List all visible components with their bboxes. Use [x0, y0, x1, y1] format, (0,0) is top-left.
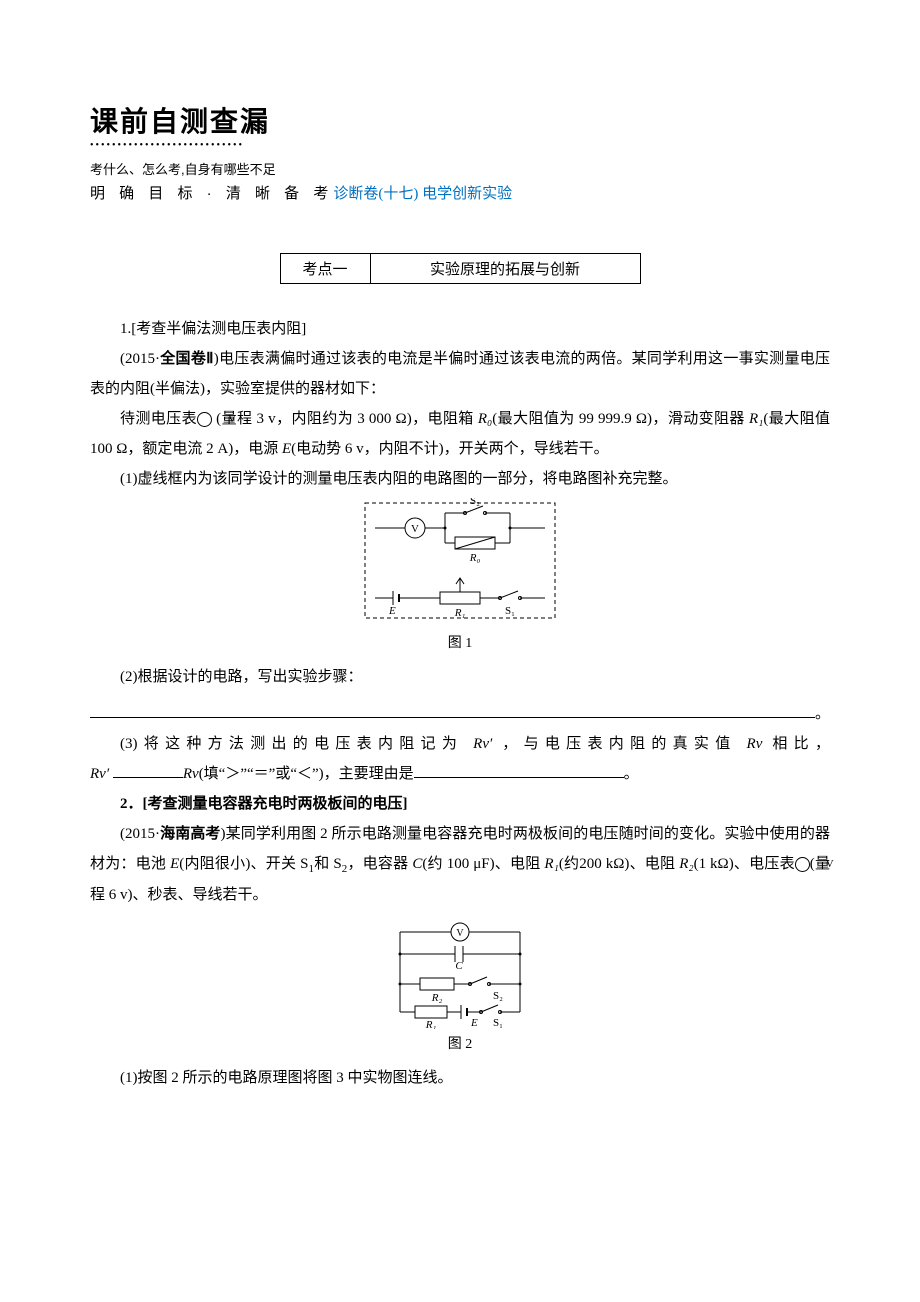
text: (2015· — [120, 826, 160, 842]
q1-para2: 待测电压表V (量程 3 v，内阻约为 3 000 Ω)，电阻箱 R₀(最大阻值… — [90, 404, 830, 464]
header-section: 课前自测查漏 •••••••••••••••••••••••••••• 考什么、… — [90, 100, 830, 203]
period: 。 — [624, 766, 639, 782]
label-S2: S₂ — [493, 990, 503, 1002]
label-V: V — [456, 928, 464, 939]
source-bold: 海南高考 — [160, 826, 221, 842]
q2-heading: 2．[考查测量电容器充电时两极板间的电压] — [90, 789, 830, 819]
circuit-1-svg: V S₂ R₀ — [355, 498, 565, 628]
text: 待测电压表 — [120, 411, 197, 427]
period: 。 — [815, 699, 830, 729]
text: (量程 3 v，内阻约为 3 000 Ω)，电阻箱 — [212, 411, 478, 427]
figure-1: V S₂ R₀ — [90, 498, 830, 658]
blank-compare[interactable] — [113, 763, 183, 778]
text: (电动势 6 v，内阻不计)，开关两个，导线若干。 — [291, 441, 609, 457]
q2-sub1: (1)按图 2 所示的电路原理图将图 3 中实物图连线。 — [90, 1063, 830, 1093]
sym-R0: R₀ — [478, 411, 492, 427]
text: (约200 kΩ)、电阻 — [559, 856, 679, 872]
q2-para1: (2015·海南高考)某同学利用图 2 所示电路测量电容器充电时两极板间的电压随… — [90, 819, 830, 910]
sym-Rvp2: Rv′ — [90, 766, 109, 782]
voltmeter-icon: V — [795, 857, 810, 872]
sym-Rv: Rv — [747, 736, 763, 752]
label-C: C — [455, 960, 463, 972]
text: 相比， — [762, 736, 830, 752]
label-R1: R₁ — [454, 607, 466, 619]
label-R2: R₂ — [431, 992, 443, 1004]
text: (1 kΩ)、电压表 — [694, 856, 795, 872]
text: ，电容器 — [347, 856, 412, 872]
question-1: 1.[考查半偏法测电压表内阻] (2015·全国卷Ⅱ)电压表满偏时通过该表的电流… — [90, 314, 830, 1093]
text: (最大阻值为 99 999.9 Ω)，滑动变阻器 — [492, 411, 749, 427]
label-S1: S₁ — [493, 1017, 503, 1029]
text: ，与电压表内阻的真实值 — [492, 736, 746, 752]
sym-E: E — [170, 856, 179, 872]
q1-sub1: (1)虚线框内为该同学设计的测量电压表内阻的电路图的一部分，将电路图补充完整。 — [90, 464, 830, 494]
text: (约 100 μF)、电阻 — [422, 856, 544, 872]
text: (内阻很小)、开关 S — [179, 856, 308, 872]
topic-title: 实验原理的拓展与创新 — [370, 254, 640, 284]
sym-E: E — [282, 441, 291, 457]
header-sub1: 考什么、怎么考,自身有哪些不足 — [90, 159, 830, 178]
topic-box: 考点一 实验原理的拓展与创新 — [280, 253, 641, 284]
label-V: V — [411, 523, 419, 535]
sym-R2: R₂ — [679, 856, 693, 872]
header-sub2: 明 确 目 标 · 清 晰 备 考 — [90, 182, 333, 203]
answer-line[interactable] — [90, 692, 815, 718]
label-E: E — [388, 605, 396, 617]
voltmeter-icon: V — [197, 412, 212, 427]
label-R0: R₀ — [469, 552, 481, 564]
q1-para1: (2015·全国卷Ⅱ)电压表满偏时通过该表的电流是半偏时通过该表电流的两倍。某同… — [90, 344, 830, 404]
fig2-caption: 图 2 — [90, 1031, 830, 1059]
source-bold: 全国卷Ⅱ — [160, 351, 214, 367]
q1-sub2: (2)根据设计的电路，写出实验步骤： — [90, 662, 830, 692]
circuit-2-svg: V C R₂ S₂ R₁ E S₁ — [375, 914, 545, 1029]
q1-heading: 1.[考查半偏法测电压表内阻] — [90, 314, 830, 344]
label-E: E — [470, 1017, 478, 1029]
diagnosis-title: 诊断卷(十七) 电学创新实验 — [333, 182, 512, 203]
figure-2: V C R₂ S₂ R₁ E S₁ 图 2 — [90, 914, 830, 1059]
fig1-caption: 图 1 — [90, 630, 830, 658]
sym-Rvp: Rv′ — [473, 736, 492, 752]
divider-dots: •••••••••••••••••••••••••••• — [90, 140, 830, 151]
sym-Rv2: Rv — [183, 766, 199, 782]
text: 和 S — [314, 856, 342, 872]
header-title: 课前自测查漏 — [90, 100, 830, 140]
sym-R1: R₁ — [544, 856, 558, 872]
sym-C: C — [412, 856, 422, 872]
label-S1: S₁ — [505, 605, 515, 617]
sym-R1: R₁ — [749, 411, 763, 427]
text: (3)将这种方法测出的电压表内阻记为 — [120, 736, 473, 752]
label-S2: S₂ — [470, 498, 480, 507]
blank-reason[interactable] — [414, 763, 624, 778]
text: (填“＞”“＝”或“＜”)，主要理由是 — [199, 766, 414, 782]
label-R1: R₁ — [425, 1019, 437, 1029]
q1-sub3-line2: Rv′ Rv(填“＞”“＝”或“＜”)，主要理由是 。 — [90, 759, 830, 789]
q1-sub3-line1: (3)将这种方法测出的电压表内阻记为 Rv′ ，与电压表内阻的真实值 Rv 相比… — [90, 729, 830, 759]
text: (2015· — [120, 351, 160, 367]
topic-label: 考点一 — [280, 254, 370, 284]
